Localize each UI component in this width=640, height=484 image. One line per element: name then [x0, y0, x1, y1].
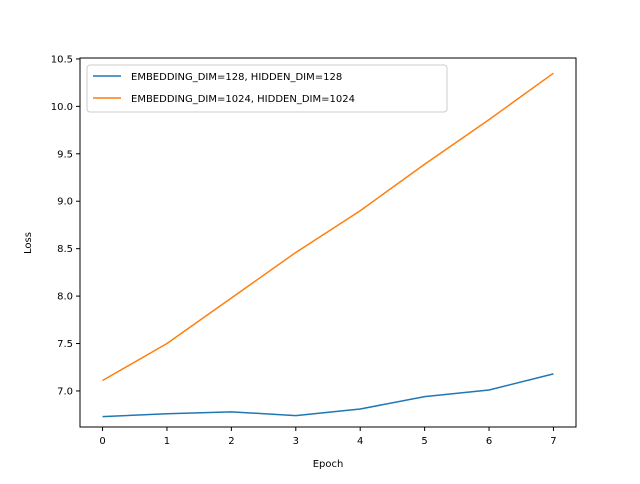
legend-frame — [86, 64, 448, 113]
y-tick-label: 8.5 — [57, 244, 73, 255]
y-tick-label: 8.0 — [57, 292, 73, 303]
y-tick-label: 9.0 — [57, 197, 73, 208]
x-tick-label: 2 — [228, 436, 234, 447]
x-axis-title: Epoch — [313, 459, 344, 470]
x-tick-label: 7 — [550, 436, 556, 447]
plot-area-frame — [79, 57, 577, 428]
x-tick-label: 3 — [293, 436, 299, 447]
legend-label-series-1: EMBEDDING_DIM=128, HIDDEN_DIM=128 — [131, 72, 342, 83]
series-line-1 — [102, 373, 554, 418]
y-tick-label: 9.5 — [57, 149, 73, 160]
y-axis-title: Loss — [23, 232, 34, 254]
y-tick-label: 7.0 — [57, 386, 73, 397]
y-tick-label: 10.5 — [51, 54, 73, 65]
y-tick-label: 10.0 — [51, 102, 73, 113]
legend-label-series-2: EMBEDDING_DIM=1024, HIDDEN_DIM=1024 — [131, 94, 355, 105]
y-tick-label: 7.5 — [57, 339, 73, 350]
series-line-2 — [102, 72, 554, 382]
x-tick-label: 5 — [421, 436, 427, 447]
y-axis: 7.0 7.5 8.0 8.5 9.0 9.5 10.0 10.5 — [51, 54, 80, 397]
x-axis: 0 1 2 3 4 5 6 7 — [99, 427, 557, 447]
x-tick-label: 1 — [164, 436, 170, 447]
x-tick-label: 0 — [99, 436, 105, 447]
x-tick-label: 4 — [357, 436, 363, 447]
series-lines — [102, 72, 554, 418]
legend: EMBEDDING_DIM=128, HIDDEN_DIM=128 EMBEDD… — [86, 64, 448, 113]
x-tick-label: 6 — [486, 436, 492, 447]
